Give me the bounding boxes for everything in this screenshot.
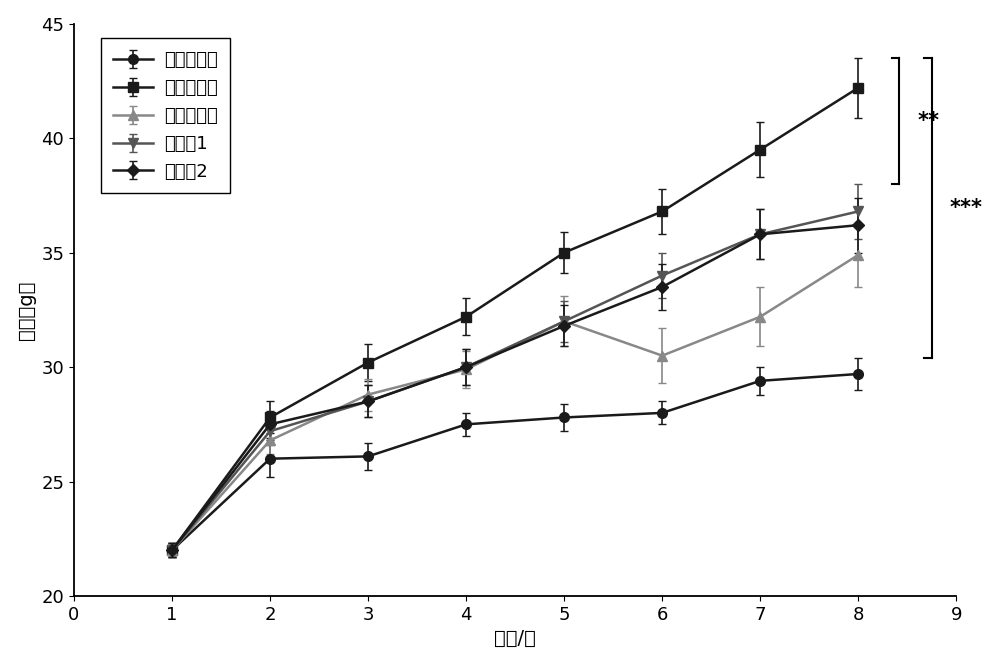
Text: ***: *** — [949, 198, 982, 218]
X-axis label: 时间/周: 时间/周 — [494, 629, 536, 648]
Legend: 正常对照组, 模型对照组, 阳性对照组, 实验组1, 实验组2: 正常对照组, 模型对照组, 阳性对照组, 实验组1, 实验组2 — [101, 39, 230, 194]
Y-axis label: 体重（g）: 体重（g） — [17, 280, 36, 340]
Text: **: ** — [917, 111, 939, 131]
